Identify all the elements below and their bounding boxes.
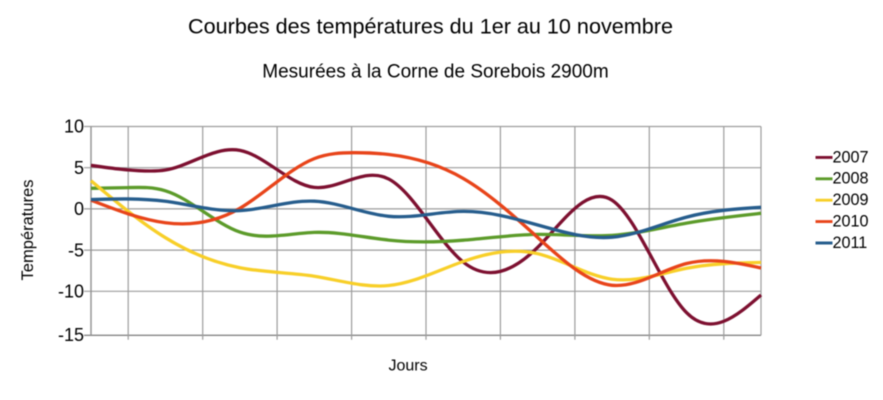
- svg-text:2008: 2008: [833, 170, 869, 188]
- svg-text:Températures: Températures: [19, 180, 37, 281]
- svg-text:-15: -15: [58, 325, 84, 345]
- svg-text:0: 0: [74, 199, 84, 219]
- svg-text:10: 10: [64, 117, 84, 137]
- svg-text:2011: 2011: [833, 234, 868, 252]
- svg-text:Courbes des températures du 1e: Courbes des températures du 1er au 10 no…: [188, 14, 673, 39]
- svg-text:2007: 2007: [833, 148, 869, 166]
- svg-text:-10: -10: [58, 282, 84, 302]
- svg-text:2009: 2009: [833, 191, 869, 209]
- svg-text:Jours: Jours: [388, 358, 427, 375]
- svg-text:-5: -5: [68, 240, 84, 260]
- svg-text:Mesurées à la Corne de Soreboi: Mesurées à la Corne de Sorebois 2900m: [262, 62, 608, 83]
- svg-text:5: 5: [74, 158, 84, 178]
- svg-text:2010: 2010: [833, 213, 869, 231]
